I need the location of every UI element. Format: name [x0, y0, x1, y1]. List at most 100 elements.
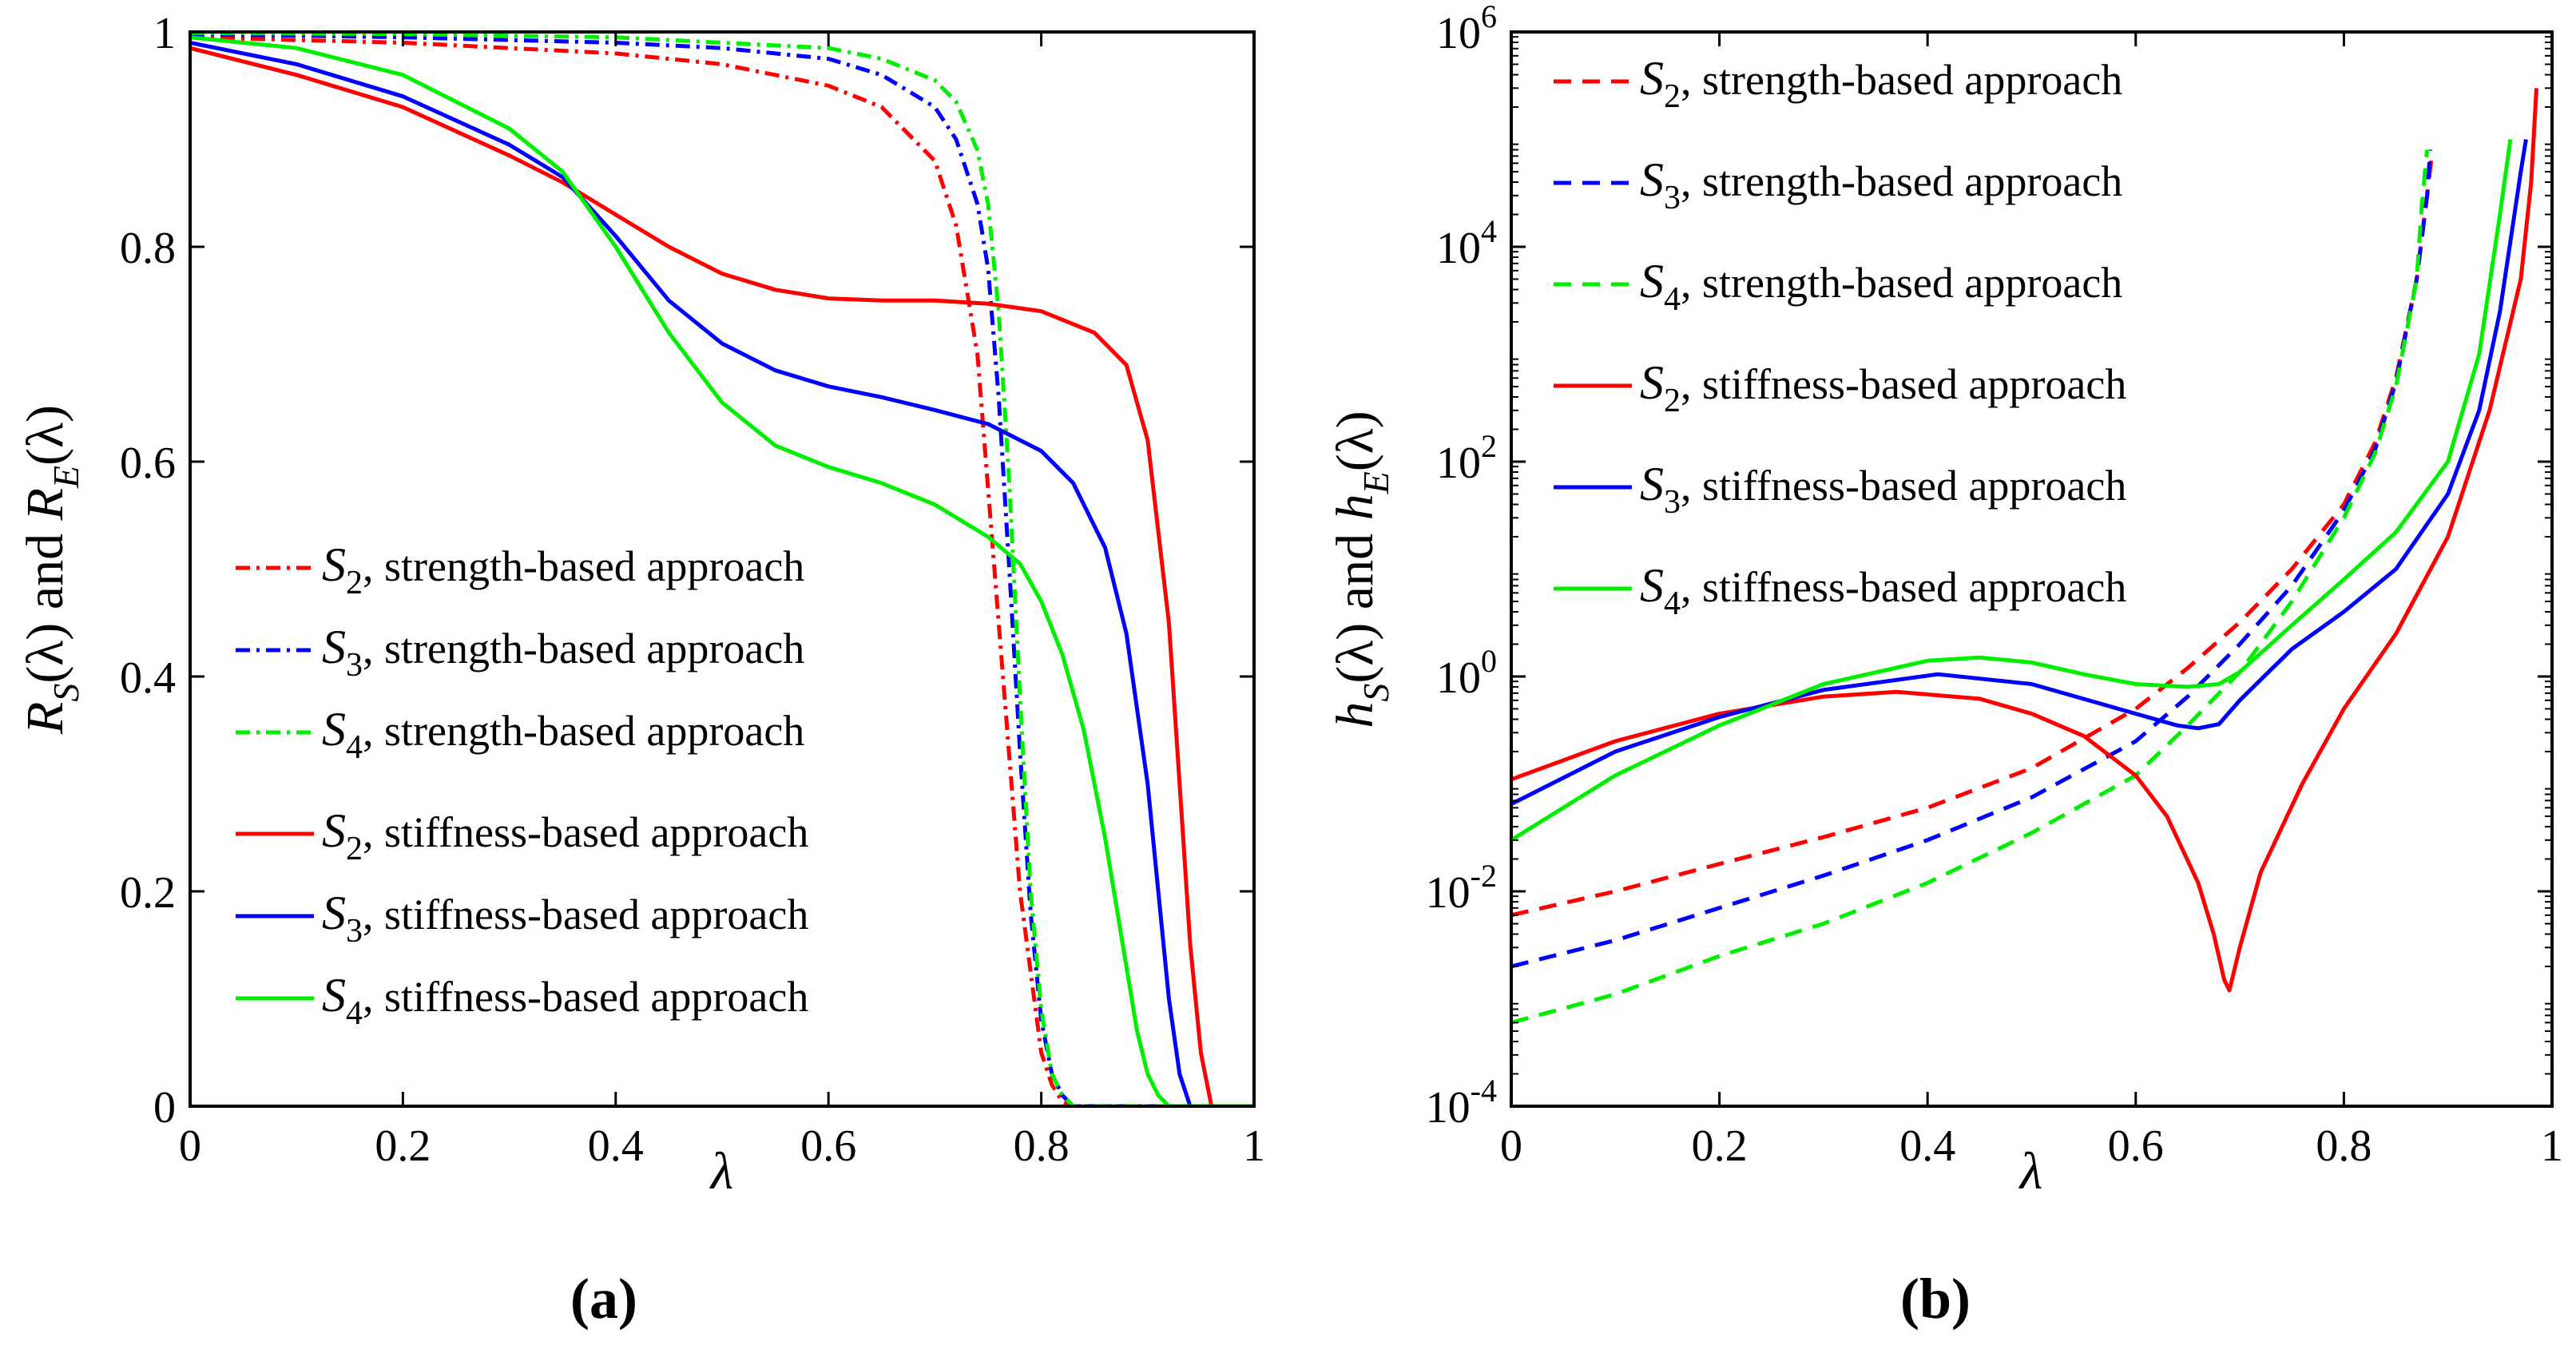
ylabel-and: and	[16, 520, 74, 622]
legend-entry: S4, strength-based approach	[322, 703, 804, 766]
legend-description: , strength-based approach	[363, 707, 804, 755]
legend-symbol: S	[322, 538, 346, 591]
legend-subscript: 4	[346, 995, 363, 1032]
legend-subscript: 4	[346, 729, 363, 766]
ylabel-argument: (λ)	[16, 405, 74, 466]
series-line-3-strength	[1511, 149, 2432, 969]
legend-symbol: S	[1640, 255, 1664, 307]
x-tick-label: 0.4	[588, 1121, 644, 1171]
legend-symbol: S	[322, 621, 346, 673]
ylabel-subscript: E	[46, 466, 86, 489]
legend-symbol: S	[1640, 52, 1664, 105]
legend-description: , strength-based approach	[1681, 157, 2122, 205]
series-line-4-stiffness	[190, 35, 1254, 1106]
legend-subscript: 3	[1664, 484, 1681, 521]
x-tick-label: 0.6	[2108, 1121, 2164, 1171]
x-tick-label: 0	[179, 1121, 201, 1171]
legend-symbol: S	[322, 969, 346, 1022]
ylabel-argument: (λ)	[1326, 623, 1384, 684]
legend-subscript: 2	[346, 565, 363, 601]
legend-symbol: S	[322, 804, 346, 857]
ylabel-argument: (λ)	[16, 623, 74, 684]
legend-entry: S3, strength-based approach	[322, 621, 804, 684]
series-line-2-strength	[1511, 149, 2435, 918]
y-tick-label: 0.2	[120, 868, 176, 918]
series-line-2-stiffness	[1511, 88, 2538, 993]
x-axis-label: λ	[709, 1142, 734, 1200]
tick-exponent: -4	[1471, 1073, 1497, 1109]
y-tick-label: 0.4	[120, 653, 176, 703]
panel-label: (b)	[1900, 1267, 1971, 1331]
series-lines	[1511, 88, 2538, 1025]
tick-base: 10	[1426, 868, 1471, 918]
legend-entry: S2, strength-based approach	[322, 538, 804, 601]
legend-entry: S3, stiffness-based approach	[322, 887, 808, 950]
legend-description: , strength-based approach	[363, 625, 804, 673]
legend-entry: S3, stiffness-based approach	[1640, 458, 2126, 521]
legend-description: , strength-based approach	[363, 542, 804, 590]
legend-description: , stiffness-based approach	[363, 808, 808, 856]
tick-base: 10	[1436, 653, 1481, 703]
legend-subscript: 3	[1664, 180, 1681, 216]
y-tick-label: 104	[1436, 213, 1497, 273]
ylabel-symbol: h	[1326, 702, 1384, 728]
y-tick-label: 102	[1436, 428, 1497, 488]
legend-symbol: S	[322, 887, 346, 939]
y-minor-ticks	[1511, 36, 2552, 1075]
x-axis-ticks: 0 0.2 0.4 0.6 0.8 1	[1500, 32, 2563, 1171]
ylabel-and: and	[1326, 520, 1384, 622]
y-axis-label: RS(λ) and RE(λ)	[16, 405, 86, 735]
tick-exponent: 4	[1481, 213, 1497, 249]
legend-subscript: 2	[1664, 78, 1681, 115]
legend-description: , stiffness-based approach	[363, 973, 808, 1021]
legend-description: , stiffness-based approach	[363, 891, 808, 938]
ylabel-subscript: E	[1355, 471, 1396, 494]
x-axis-label: λ	[2018, 1142, 2043, 1200]
legend-symbol: S	[1640, 153, 1664, 206]
tick-base: 10	[1436, 224, 1481, 273]
plot-frame	[189, 30, 1256, 1108]
ylabel-symbol: R	[16, 488, 74, 521]
y-tick-label: 10-4	[1426, 1073, 1497, 1133]
y-tick-label: 1	[153, 9, 176, 58]
legend-description: , strength-based approach	[1681, 259, 2122, 307]
tick-exponent: 2	[1481, 428, 1497, 464]
series-line-3-stiffness	[190, 41, 1254, 1106]
ylabel-argument: (λ)	[1326, 411, 1384, 471]
legend-entry: S2, stiffness-based approach	[1640, 356, 2126, 419]
legend-symbol: S	[1640, 356, 1664, 409]
legend-symbol: S	[1640, 458, 1664, 510]
panel-label: (a)	[570, 1267, 637, 1331]
legend-entry: S2, stiffness-based approach	[322, 804, 808, 867]
tick-base: 10	[1436, 438, 1481, 488]
x-tick-label: 0.8	[1014, 1121, 1070, 1171]
legend-subscript: 3	[346, 647, 363, 684]
x-axis-ticks: 0 0.2 0.4 0.6 0.8 1	[179, 32, 1265, 1171]
x-tick-label: 0	[1500, 1121, 1522, 1171]
chart-panel-b: 0 0.2 0.4 0.6 0.8 110-410-2100102104106λhS(λ)…	[1326, 0, 2563, 1331]
ylabel-subscript: S	[46, 684, 86, 702]
plot-frame	[1510, 30, 2554, 1108]
y-tick-label: 10-2	[1426, 858, 1497, 918]
series-line-3-stiffness	[1511, 139, 2528, 806]
x-tick-label: 0.2	[375, 1121, 431, 1171]
y-axis-ticks: 0 0.2 0.4 0.6 0.8 1	[120, 9, 1254, 1133]
ylabel-symbol: h	[1326, 494, 1384, 520]
y-tick-label: 0.8	[120, 224, 176, 273]
legend-description: , stiffness-based approach	[1681, 360, 2126, 408]
legend-subscript: 4	[1664, 281, 1681, 318]
x-tick-label: 0.6	[800, 1121, 856, 1171]
legend-symbol: S	[1640, 559, 1664, 612]
legend-subscript: 4	[1664, 585, 1681, 622]
y-axis-label: hS(λ) and hE(λ)	[1326, 411, 1396, 728]
ylabel-symbol: R	[16, 702, 74, 735]
legend-symbol: S	[322, 703, 346, 756]
ylabel-subscript: S	[1355, 684, 1396, 702]
y-tick-label: 106	[1436, 0, 1497, 58]
tick-base: 10	[1426, 1083, 1471, 1133]
series-line-4-strength	[190, 32, 1254, 1106]
